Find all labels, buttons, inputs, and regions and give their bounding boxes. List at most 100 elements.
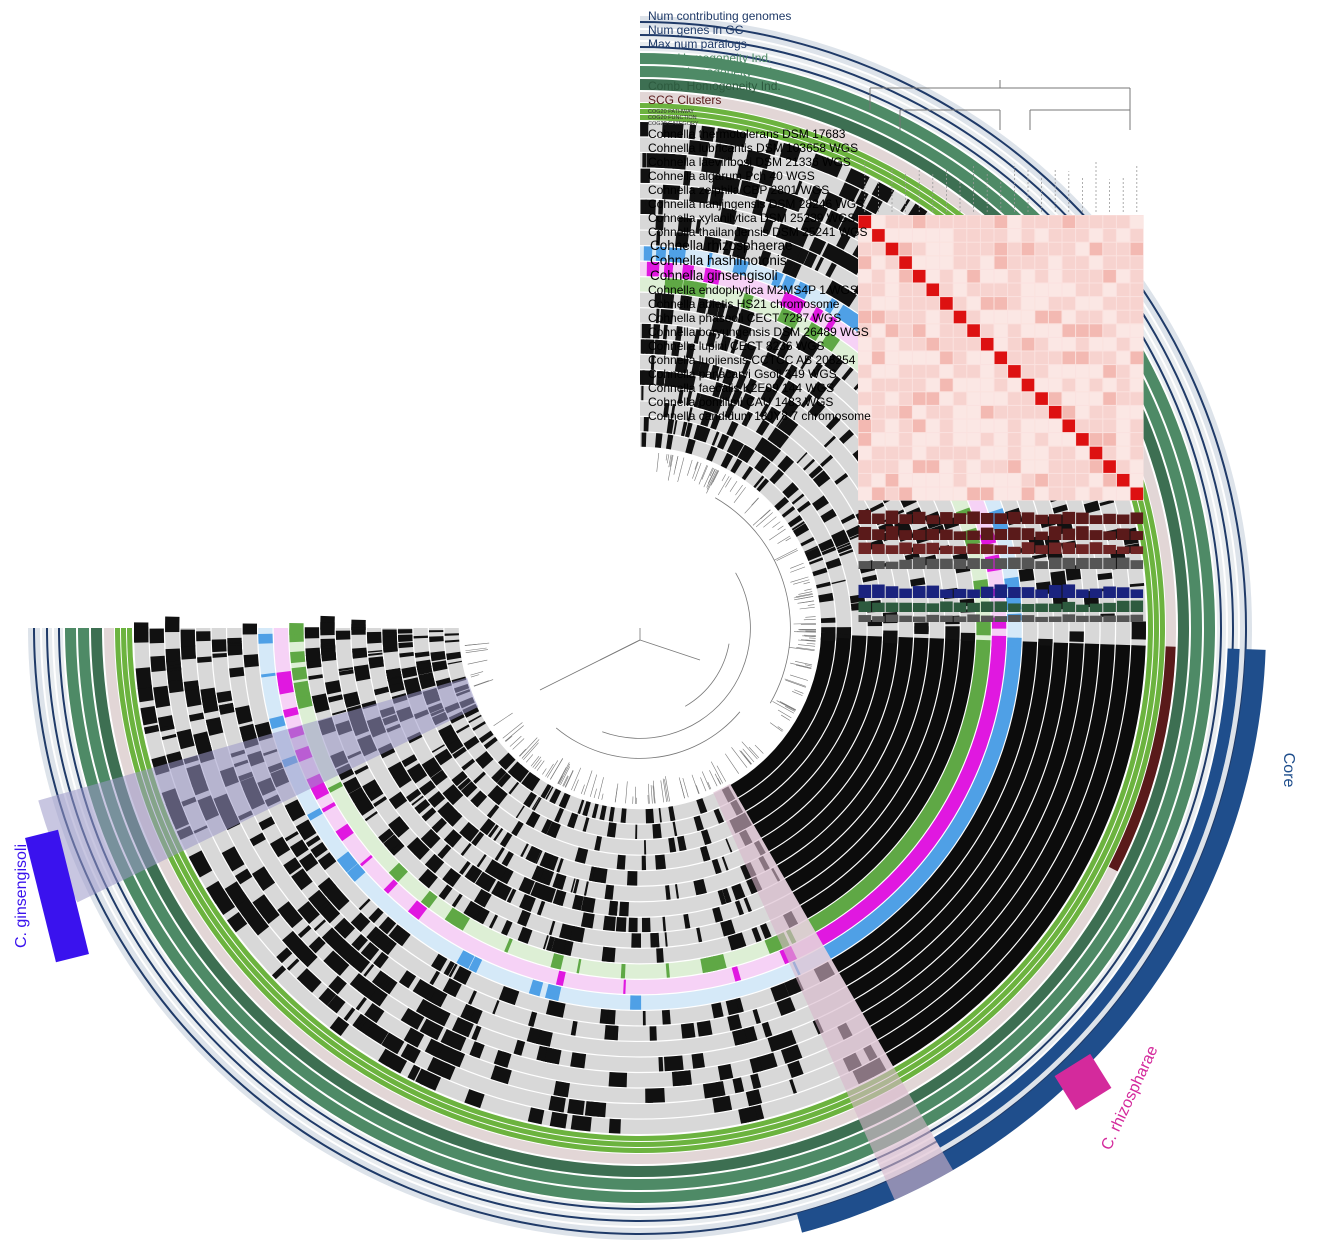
heatmap-cell xyxy=(1035,256,1048,269)
presence-mark xyxy=(1018,567,1035,582)
presence-mark xyxy=(955,565,971,574)
heatmap-cell xyxy=(899,378,912,392)
heatmap-cell xyxy=(858,229,872,242)
presence-mark xyxy=(722,369,736,386)
presence-mark xyxy=(317,877,340,900)
heatmap-cell xyxy=(912,242,926,256)
genome-label: Cohnella lupini CECT 8236 WGS xyxy=(648,339,825,353)
heatmap-cell xyxy=(1048,269,1062,283)
heatmap-cell xyxy=(926,256,940,269)
dendrogram-leaf xyxy=(785,706,796,712)
heatmap-cell xyxy=(926,365,940,378)
presence-mark xyxy=(269,836,291,858)
presence-mark xyxy=(663,262,674,278)
presence-mark xyxy=(764,406,781,424)
heatmap-cell xyxy=(1008,256,1021,269)
dendrogram-leaf xyxy=(505,735,513,742)
presence-mark xyxy=(570,1115,592,1132)
presence-mark xyxy=(752,199,766,216)
metadata-bar xyxy=(1076,544,1089,554)
heatmap-cell xyxy=(1062,419,1076,433)
metadata-bar xyxy=(1035,531,1048,540)
presence-mark xyxy=(602,915,616,932)
heatmap-cell xyxy=(1035,324,1048,337)
metadata-bar xyxy=(872,513,885,524)
presence-mark xyxy=(435,1043,444,1058)
presence-mark xyxy=(722,385,734,402)
presence-mark xyxy=(693,392,701,408)
heatmap-cell xyxy=(858,215,872,229)
presence-mark xyxy=(498,986,520,1006)
heatmap-cell xyxy=(1035,405,1048,419)
dendrogram-leaf xyxy=(707,468,716,484)
metadata-bar xyxy=(912,602,926,612)
presence-mark xyxy=(420,890,438,909)
presence-mark xyxy=(431,744,445,753)
heatmap-cell xyxy=(912,310,926,324)
heatmap-cell xyxy=(980,297,994,310)
presence-mark xyxy=(494,864,509,882)
presence-mark xyxy=(443,960,455,976)
presence-mark xyxy=(824,353,844,374)
metadata-bar xyxy=(994,601,1008,612)
presence-mark xyxy=(426,763,440,775)
presence-mark xyxy=(249,832,266,847)
presence-mark xyxy=(570,1052,587,1069)
heatmap-cell xyxy=(1048,351,1062,365)
dendrogram-leaf xyxy=(794,689,804,694)
presence-mark xyxy=(666,434,674,450)
core-presence xyxy=(777,637,929,878)
heatmap-cell xyxy=(953,392,967,405)
presence-mark xyxy=(723,145,735,161)
heatmap-cell xyxy=(1116,283,1130,297)
dendrogram-leaf xyxy=(703,467,713,488)
dendrogram-leaf xyxy=(698,465,708,485)
dendrogram-leaf xyxy=(742,748,755,763)
presence-mark xyxy=(823,435,836,448)
presence-mark xyxy=(791,493,805,505)
metadata-bar xyxy=(899,530,912,540)
genome-label: Cohnella endophytica M2MS4P 1 WGS xyxy=(648,283,858,297)
presence-mark xyxy=(731,441,744,457)
presence-mark xyxy=(451,893,463,908)
presence-mark xyxy=(286,958,300,971)
heatmap-cell xyxy=(899,269,912,283)
presence-mark xyxy=(400,1007,425,1030)
heatmap-cell xyxy=(1116,378,1130,392)
presence-mark xyxy=(369,987,388,1007)
heatmap-cell xyxy=(926,433,940,446)
presence-mark xyxy=(159,724,175,732)
heatmap-cell xyxy=(858,392,872,405)
presence-mark xyxy=(642,1010,646,1026)
metadata-bar xyxy=(1130,614,1144,622)
presence-mark xyxy=(416,662,432,670)
presence-mark xyxy=(658,200,664,215)
presence-mark xyxy=(839,429,854,444)
presence-mark xyxy=(528,812,541,829)
metadata-bar xyxy=(1076,615,1089,622)
heatmap-cell xyxy=(1116,297,1130,310)
presence-mark xyxy=(591,803,599,819)
presence-mark xyxy=(642,370,653,385)
presence-mark xyxy=(466,865,483,884)
metadata-bar xyxy=(1076,604,1089,612)
heatmap-cell xyxy=(885,256,899,269)
heatmap-cell xyxy=(1048,378,1062,392)
heatmap-cell xyxy=(953,433,967,446)
presence-mark xyxy=(655,339,658,355)
heatmap-cell xyxy=(1103,392,1116,405)
heatmap-cell xyxy=(1089,487,1103,501)
heatmap-cell xyxy=(1021,405,1035,419)
metadata-bar xyxy=(967,614,980,622)
presence-mark xyxy=(494,847,505,861)
heatmap-cell xyxy=(1021,324,1035,337)
presence-mark xyxy=(910,577,926,587)
heatmap-cell xyxy=(1048,337,1062,351)
presence-mark xyxy=(741,359,751,375)
metadata-bar xyxy=(967,511,980,524)
presence-mark xyxy=(311,782,327,796)
presence-mark xyxy=(504,870,514,885)
heatmap-cell xyxy=(1089,215,1103,229)
heatmap-cell xyxy=(1008,337,1021,351)
heatmap-cell xyxy=(1116,446,1130,460)
